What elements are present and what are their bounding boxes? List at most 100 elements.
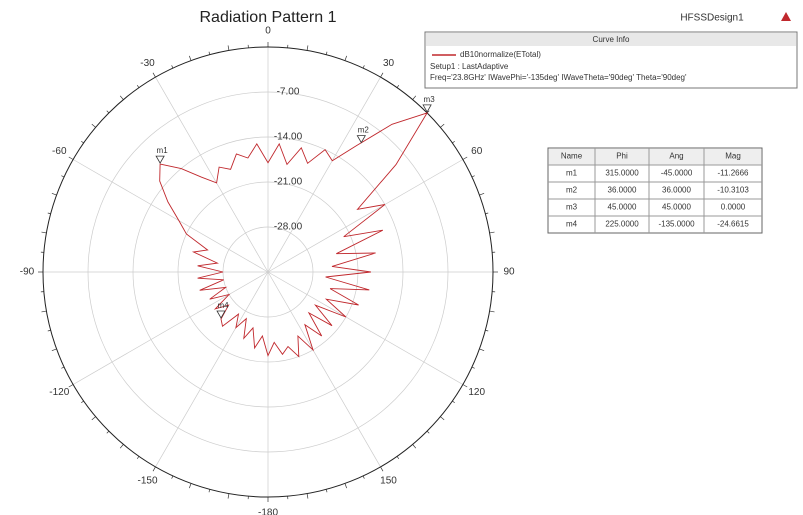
minor-tick [68, 156, 74, 160]
table-cell: m1 [566, 169, 578, 178]
minor-tick [344, 55, 347, 61]
grid-ring [132, 136, 404, 408]
r-tick-label: -7.00 [277, 87, 300, 98]
minor-tick [479, 193, 485, 196]
minor-tick [479, 348, 485, 351]
table-cell: 36.0000 [608, 186, 637, 195]
minor-tick [41, 310, 47, 313]
minor-tick [152, 72, 156, 78]
marker-label: m1 [157, 146, 169, 155]
table-cell: 315.0000 [605, 169, 639, 178]
grid-spoke [267, 159, 464, 273]
marker-label: m4 [217, 301, 229, 310]
minor-tick [91, 416, 96, 421]
marker-label: m2 [358, 126, 370, 135]
legend-title: Curve Info [593, 35, 630, 44]
theta-tick-label: -180 [258, 508, 278, 515]
minor-tick [380, 466, 384, 472]
table-cell: 36.0000 [662, 186, 691, 195]
grid-spoke [155, 271, 269, 468]
minor-tick [344, 483, 347, 489]
table-cell: m3 [566, 203, 578, 212]
theta-tick-label: -90 [20, 267, 35, 278]
grid-spoke [267, 271, 381, 468]
minor-tick [189, 483, 192, 489]
minor-tick [440, 123, 445, 128]
table-cell: 0.0000 [721, 203, 746, 212]
theta-tick-label: -30 [140, 58, 155, 69]
legend-line: Setup1 : LastAdaptive [430, 62, 509, 71]
theta-tick-label: 30 [383, 58, 395, 69]
minor-tick [462, 156, 468, 160]
pattern-curve [159, 112, 429, 358]
grid-ring [177, 181, 359, 363]
table-cell: m4 [566, 220, 578, 229]
legend-label: dB10normalize(ETotal) [460, 50, 541, 59]
theta-tick-label: -60 [52, 146, 67, 157]
table-header-bg [549, 149, 761, 165]
theta-tick-label: 120 [468, 387, 485, 398]
theta-tick-label: 150 [380, 475, 397, 486]
grid-spoke [267, 271, 464, 385]
grid-spoke [267, 76, 381, 273]
minor-tick [412, 444, 417, 449]
minor-tick [306, 45, 309, 51]
minor-tick [306, 493, 309, 499]
theta-tick-label: -150 [137, 475, 157, 486]
table-cell: -135.0000 [658, 220, 695, 229]
table-cell: -11.2666 [718, 169, 750, 178]
marker [216, 310, 226, 319]
minor-tick [51, 348, 57, 351]
outer-ring [42, 46, 494, 498]
minor-tick [208, 489, 211, 493]
table-cell: -24.6615 [717, 220, 749, 229]
theta-tick-label: 90 [503, 267, 515, 278]
table-cell: 225.0000 [605, 220, 639, 229]
minor-tick [380, 72, 384, 78]
theta-tick-label: -120 [49, 387, 69, 398]
grid-ring [87, 91, 449, 453]
r-tick-label: -21.00 [274, 177, 303, 188]
minor-tick [485, 329, 489, 332]
table-header: Name [561, 152, 583, 161]
table-header: Ang [669, 152, 683, 161]
r-tick-label: -28.00 [274, 222, 303, 233]
legend-header [426, 33, 796, 46]
table-cell: -45.0000 [661, 169, 693, 178]
grid-spoke [72, 159, 269, 273]
grid-spoke [155, 76, 269, 273]
minor-tick [412, 95, 417, 100]
minor-tick [325, 489, 328, 493]
table-cell: 45.0000 [608, 203, 637, 212]
minor-tick [152, 466, 156, 472]
minor-tick [189, 55, 192, 61]
chart-title: Radiation Pattern 1 [200, 9, 337, 26]
theta-tick-label: 0 [265, 26, 271, 37]
minor-tick [51, 193, 57, 196]
minor-tick [91, 123, 96, 128]
table-header: Mag [725, 152, 741, 161]
minor-tick [485, 212, 489, 215]
table-cell: 45.0000 [662, 203, 691, 212]
table-cell: m2 [566, 186, 578, 195]
design-name: HFSSDesign1 [680, 13, 744, 24]
minor-tick [68, 384, 74, 388]
minor-tick [489, 231, 495, 234]
marker-label: m3 [424, 95, 436, 104]
minor-tick [119, 95, 124, 100]
minor-tick [462, 384, 468, 388]
minor-tick [227, 45, 230, 51]
theta-tick-label: 60 [471, 146, 483, 157]
marker [422, 104, 432, 113]
logo [781, 12, 791, 21]
table-cell: -10.3103 [717, 186, 749, 195]
table-header: Phi [616, 152, 628, 161]
marker [155, 155, 165, 164]
legend-line: Freq='23.8GHz' IWavePhi='-135deg' IWaveT… [430, 73, 687, 82]
minor-tick [440, 416, 445, 421]
minor-tick [119, 444, 124, 449]
grid-spoke [72, 271, 269, 385]
r-tick-label: -14.00 [274, 132, 303, 143]
marker [356, 135, 366, 144]
